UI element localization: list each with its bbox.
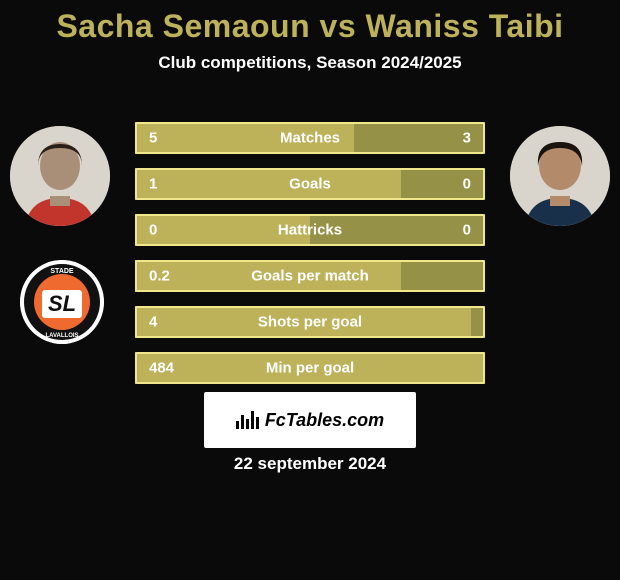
bar-left-fill: [135, 168, 401, 200]
comparison-bars: 5 Matches 3 1 Goals 0 0 Hattricks 0 0.2 Goals per …: [135, 122, 485, 384]
page-title: Sacha Semaoun vs Waniss Taibi: [0, 8, 620, 45]
bar-right-fill: [471, 306, 485, 338]
bar-right-value: 0: [463, 176, 471, 193]
svg-text:SL: SL: [48, 291, 76, 316]
club-crest-icon: STADE LAVALLOIS SL: [20, 260, 104, 344]
bar-left-value: 0: [149, 222, 157, 239]
bar-row: 1 Goals 0: [135, 168, 485, 200]
barchart-icon: [236, 411, 259, 429]
bar-label: Goals: [289, 176, 331, 193]
bar-left-value: 0.2: [149, 268, 170, 285]
bar-row: 4 Shots per goal: [135, 306, 485, 338]
svg-text:STADE: STADE: [50, 268, 74, 275]
bar-right-fill: [401, 260, 485, 292]
svg-text:LAVALLOIS: LAVALLOIS: [45, 333, 78, 339]
bar-right-value: 0: [463, 222, 471, 239]
bar-left-value: 5: [149, 130, 157, 147]
person-icon: [10, 126, 110, 226]
comparison-infographic: Sacha Semaoun vs Waniss Taibi Club compe…: [0, 0, 620, 580]
bar-label: Hattricks: [278, 222, 342, 239]
left-club-badge: STADE LAVALLOIS SL: [20, 260, 104, 344]
bar-label: Shots per goal: [258, 314, 362, 331]
person-icon: [510, 126, 610, 226]
bar-label: Matches: [280, 130, 340, 147]
bar-row: 0.2 Goals per match: [135, 260, 485, 292]
bar-left-value: 1: [149, 176, 157, 193]
site-name: FcTables.com: [265, 410, 384, 431]
bar-right-fill: [401, 168, 485, 200]
bar-row: 0 Hattricks 0: [135, 214, 485, 246]
bar-row: 484 Min per goal: [135, 352, 485, 384]
bar-right-value: 3: [463, 130, 471, 147]
subtitle: Club competitions, Season 2024/2025: [0, 53, 620, 73]
site-badge: FcTables.com: [204, 392, 416, 448]
bar-label: Goals per match: [251, 268, 369, 285]
left-player-avatar: [10, 126, 110, 226]
bar-label: Min per goal: [266, 360, 354, 377]
date-line: 22 september 2024: [234, 454, 386, 474]
bar-left-value: 484: [149, 360, 174, 377]
right-player-avatar: [510, 126, 610, 226]
bar-left-value: 4: [149, 314, 157, 331]
bar-row: 5 Matches 3: [135, 122, 485, 154]
